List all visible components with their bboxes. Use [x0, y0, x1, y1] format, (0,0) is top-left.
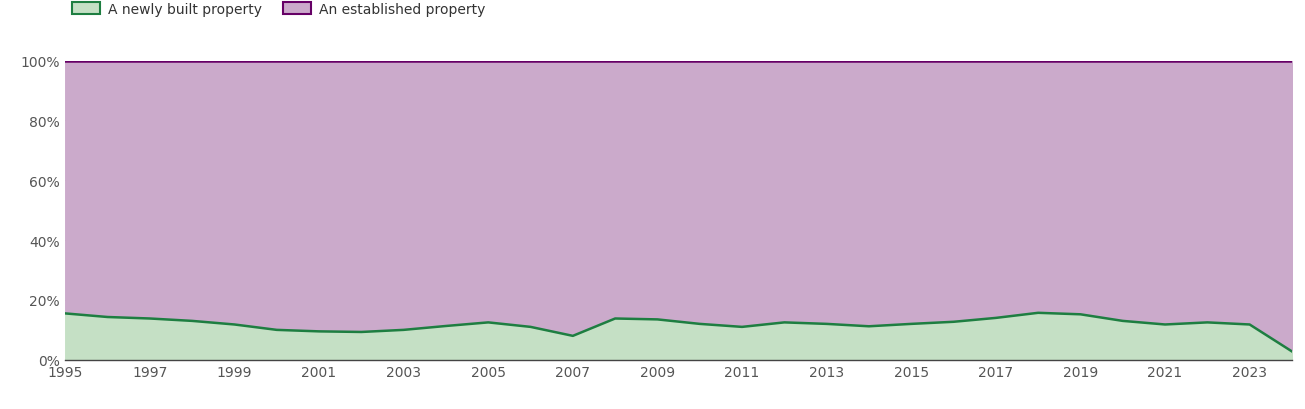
Legend: A newly built property, An established property: A newly built property, An established p… — [72, 2, 485, 16]
